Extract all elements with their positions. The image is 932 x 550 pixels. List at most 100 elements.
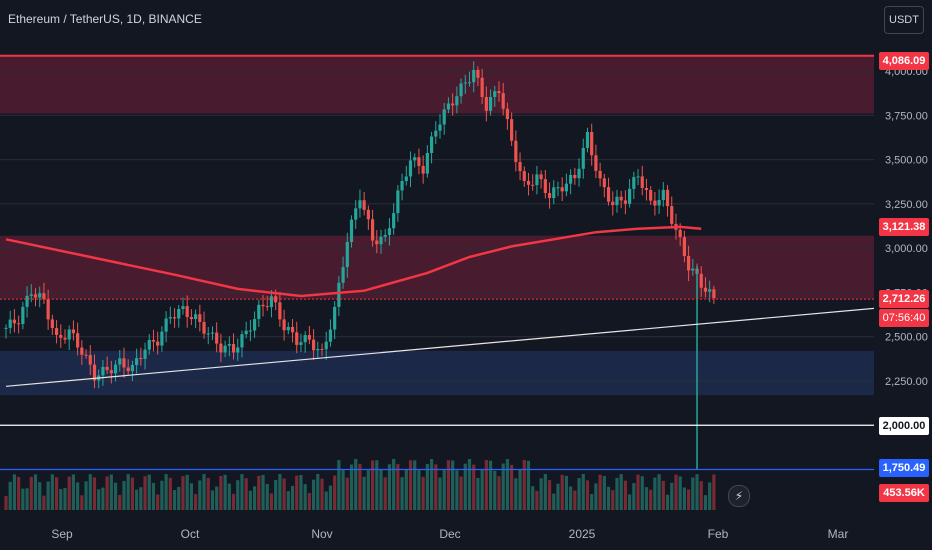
volume-bar [274, 479, 278, 510]
candle-body [12, 319, 17, 324]
volume-bar [526, 460, 531, 510]
volume-bar [400, 477, 404, 510]
candle-body [345, 241, 349, 268]
volume-bar [324, 491, 328, 510]
candle-body [539, 174, 543, 180]
volume-bar [269, 493, 274, 510]
volume-bar [54, 477, 59, 510]
price-tag-support: 2,000.00 [879, 417, 929, 435]
volume-bar [535, 490, 539, 510]
candle-body [678, 229, 682, 238]
candle-body [526, 180, 531, 185]
volume-bar [674, 474, 678, 510]
chart-title: Ethereum / TetherUS, 1D, BINANCE [8, 12, 202, 26]
volume-bar [417, 470, 421, 510]
candle-body [408, 160, 413, 177]
volume-bar [244, 478, 248, 510]
volume-bar [442, 469, 446, 510]
y-tick-label: 2,250.00 [885, 376, 928, 388]
volume-bar [206, 478, 210, 510]
candle-body [649, 190, 653, 201]
lines-layer [0, 54, 875, 471]
volume-bar [282, 478, 286, 510]
candle-body [286, 326, 290, 331]
candle-body [46, 299, 50, 320]
volume-bar [101, 487, 105, 510]
candle-body [602, 178, 606, 188]
volume-bar [42, 495, 46, 510]
candle-body [657, 199, 661, 206]
volume-bar [168, 477, 172, 510]
candle-body [691, 268, 695, 271]
volume-bar [257, 475, 261, 510]
volume-bar [687, 489, 691, 510]
volume-bar [670, 482, 674, 510]
volume-bar [71, 474, 76, 510]
volume-bar [451, 460, 455, 510]
volume-bar [438, 477, 442, 510]
candle-body [594, 155, 598, 171]
volume-bar [581, 474, 585, 510]
volume-bar [640, 476, 644, 510]
candle-body [253, 319, 257, 331]
candle-body [413, 157, 417, 161]
candle-body [379, 236, 383, 245]
candle-body [337, 282, 341, 307]
volume-bar [278, 474, 282, 510]
volume-bar [354, 459, 358, 510]
volume-bar [265, 483, 269, 510]
volume-bar [644, 487, 649, 510]
candle-body [703, 287, 708, 292]
volume-bar [379, 469, 383, 510]
axis-bg [874, 0, 932, 550]
y-tick-label: 3,250.00 [885, 199, 928, 211]
candle-body [215, 332, 219, 344]
currency-button[interactable]: USDT [884, 6, 924, 34]
volume-bar [92, 477, 97, 510]
candle-body [248, 330, 252, 332]
candle-body [269, 296, 274, 308]
volume-bar [585, 480, 590, 510]
candle-body [687, 256, 691, 271]
volume-bar [396, 464, 400, 510]
volume-bar [46, 481, 50, 510]
candle-body [63, 337, 67, 340]
volume-bar [17, 477, 21, 510]
zone-blue-2 [0, 350, 874, 396]
lightning-icon[interactable]: ⚡ [728, 485, 750, 507]
candle-body [387, 228, 392, 236]
candle-body [429, 136, 434, 154]
candle-body [143, 349, 147, 359]
volume-bar [383, 477, 387, 510]
volume-bar [160, 480, 164, 510]
candle-body [611, 201, 615, 206]
volume-bar [573, 490, 577, 510]
candle-body [17, 323, 21, 325]
candle-body [556, 187, 560, 189]
candle-body [311, 339, 316, 351]
volume-bar [253, 486, 257, 510]
volume-bar [63, 487, 67, 510]
candle-body [531, 184, 535, 186]
x-tick-label: Oct [181, 527, 200, 541]
volume-bar [143, 476, 147, 510]
countdown-tag: 07:56:40 [879, 309, 929, 327]
volume-bar [375, 460, 379, 510]
candle-body [636, 176, 640, 178]
candle-body [4, 327, 8, 329]
volume-bar [569, 486, 573, 510]
volume-bar [358, 463, 362, 510]
candle-body [661, 189, 665, 200]
volume-bar [290, 485, 295, 510]
volume-bar [628, 494, 632, 510]
candle-body [615, 196, 619, 206]
candle-body [164, 318, 168, 332]
volume-bar [139, 487, 143, 510]
volume-bar [198, 480, 202, 510]
candle-body [185, 306, 189, 318]
moving-average-line [5, 225, 702, 298]
candle-body [54, 328, 59, 335]
volume-bar [67, 476, 71, 510]
volume-bar [194, 494, 198, 510]
